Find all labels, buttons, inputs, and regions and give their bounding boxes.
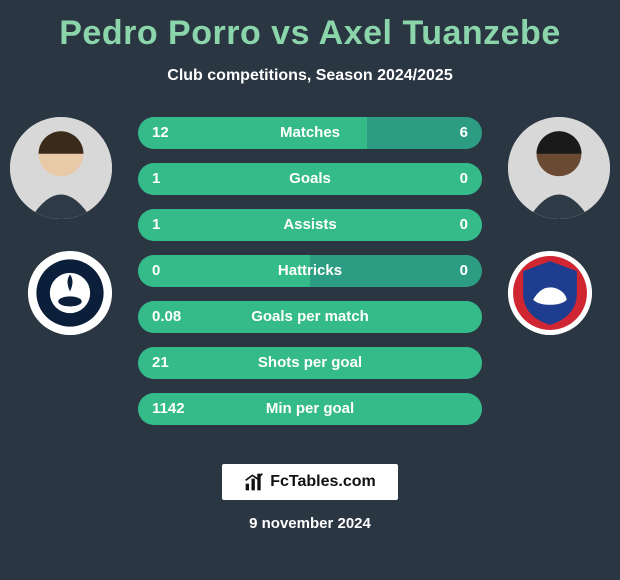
subtitle: Club competitions, Season 2024/2025 (0, 67, 620, 85)
club-badge-icon (508, 251, 592, 335)
stat-value-right: 0 (460, 209, 468, 241)
stat-value-right: 0 (460, 255, 468, 287)
club-badge-icon (28, 251, 112, 335)
page-title: Pedro Porro vs Axel Tuanzebe (0, 0, 620, 53)
branding-badge: FcTables.com (222, 464, 398, 500)
player2-avatar (508, 117, 610, 219)
person-icon (508, 117, 610, 219)
stat-value-right: 6 (460, 117, 468, 149)
stat-bar: 21Shots per goal (138, 347, 482, 379)
stat-label: Assists (138, 209, 482, 241)
branding-text: FcTables.com (270, 473, 376, 491)
chart-bars-icon (244, 472, 264, 492)
player1-avatar (10, 117, 112, 219)
stat-bar: 0Hattricks0 (138, 255, 482, 287)
player2-club-badge (508, 251, 592, 335)
stat-label: Min per goal (138, 393, 482, 425)
stat-label: Hattricks (138, 255, 482, 287)
stat-label: Shots per goal (138, 347, 482, 379)
stat-bar: 1142Min per goal (138, 393, 482, 425)
date-text: 9 november 2024 (0, 515, 620, 532)
stat-bar: 12Matches6 (138, 117, 482, 149)
stat-bar: 1Assists0 (138, 209, 482, 241)
stat-label: Goals (138, 163, 482, 195)
player1-club-badge (28, 251, 112, 335)
stat-label: Matches (138, 117, 482, 149)
stat-bar: 1Goals0 (138, 163, 482, 195)
person-icon (10, 117, 112, 219)
stat-bar: 0.08Goals per match (138, 301, 482, 333)
stat-label: Goals per match (138, 301, 482, 333)
stat-value-right: 0 (460, 163, 468, 195)
stat-bars: 12Matches61Goals01Assists00Hattricks00.0… (138, 117, 482, 439)
